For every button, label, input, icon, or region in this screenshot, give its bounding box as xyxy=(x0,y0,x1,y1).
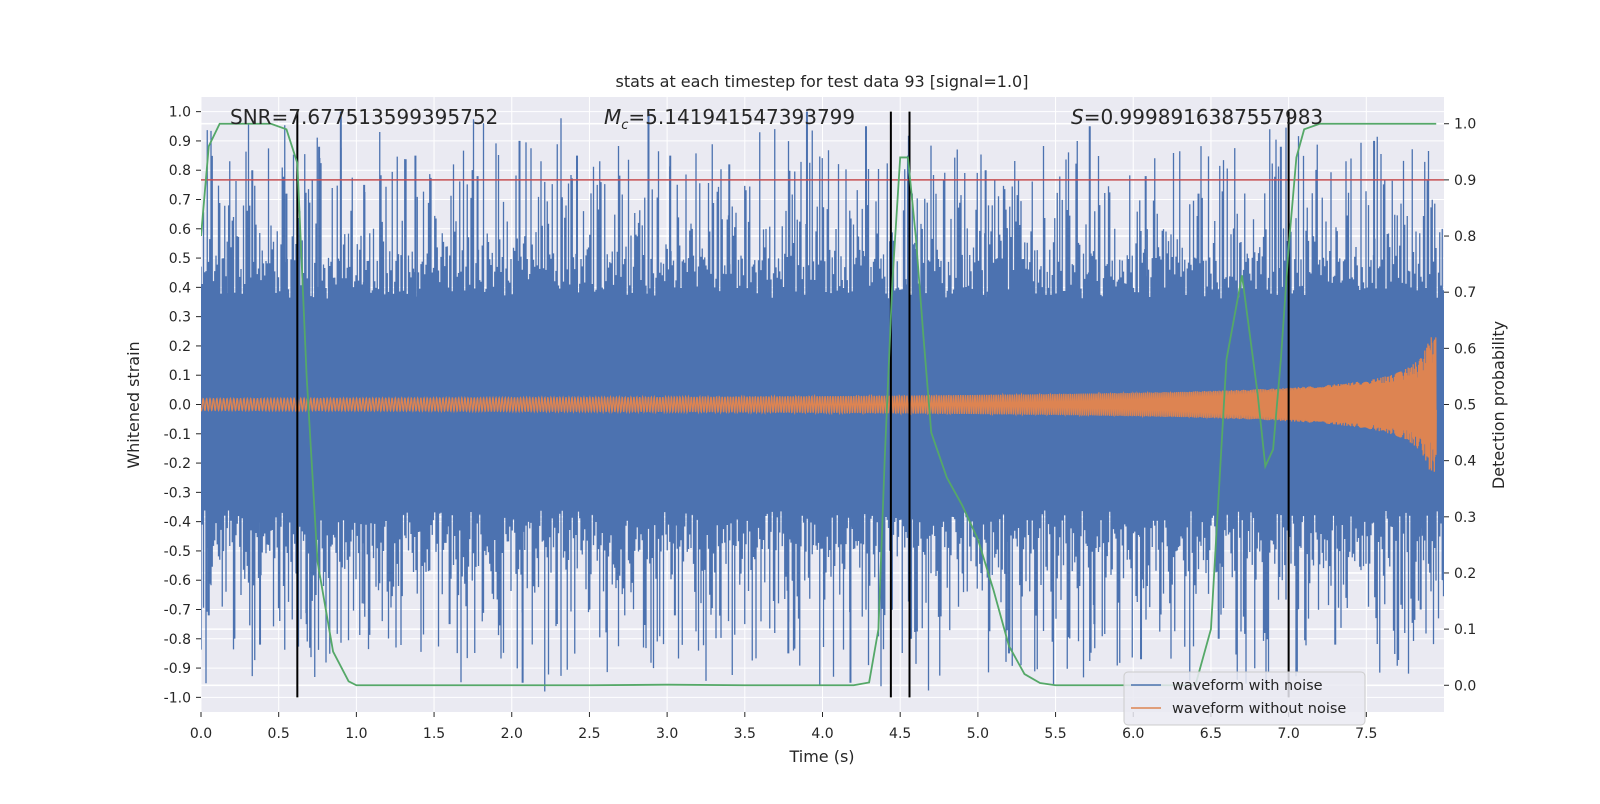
y-tick-label: -0.2 xyxy=(164,456,191,472)
snr-annotation: SNR=7.677513599395752 xyxy=(230,105,498,129)
x-tick-label: 7.5 xyxy=(1355,726,1377,742)
x-tick-label: 0.0 xyxy=(190,726,212,742)
chirp-mass-annotation: Mc=5.141941547393799 xyxy=(604,105,855,133)
y-tick-label: -0.1 xyxy=(164,427,191,443)
y-tick-label: 0.0 xyxy=(169,398,191,414)
x-tick-label: 6.5 xyxy=(1200,726,1222,742)
y-tick-label: 0.2 xyxy=(169,339,191,355)
legend-label-noise: waveform with noise xyxy=(1172,678,1323,694)
x-tick-label: 2.5 xyxy=(578,726,600,742)
y-tick-label: -0.9 xyxy=(164,661,191,677)
chirp-mass-value: =5.141941547393799 xyxy=(628,105,855,129)
y-tick-label: 0.8 xyxy=(169,163,191,179)
y-tick-label: -1.0 xyxy=(164,690,191,706)
y2-tick-label: 0.1 xyxy=(1454,622,1476,638)
x-tick-label: 2.0 xyxy=(501,726,523,742)
y-tick-label: -0.7 xyxy=(164,603,191,619)
x-tick-labels: 0.0 0.5 1.0 1.5 2.0 2.5 3.0 3.5 4.0 4.5 5.0 5.5 6.0 6… xyxy=(190,712,1377,742)
x-tick-label: 5.0 xyxy=(967,726,989,742)
x-axis-label: Time (s) xyxy=(788,747,854,766)
x-tick-label: 3.5 xyxy=(734,726,756,742)
x-tick-label: 4.5 xyxy=(889,726,911,742)
x-tick-label: 4.0 xyxy=(811,726,833,742)
chart-title: stats at each timestep for test data 93 … xyxy=(616,72,1029,91)
y2-tick-label: 0.7 xyxy=(1454,285,1476,301)
y-tick-label: 0.1 xyxy=(169,368,191,384)
y2-tick-label: 0.4 xyxy=(1454,454,1476,470)
x-tick-label: 6.0 xyxy=(1122,726,1144,742)
legend-box xyxy=(1123,671,1366,726)
y2-tick-label: 0.5 xyxy=(1454,398,1476,414)
significance-value: =0.9998916387557983 xyxy=(1084,105,1323,129)
significance-annotation: S=0.9998916387557983 xyxy=(1071,105,1323,129)
y-tick-label: 0.4 xyxy=(169,280,191,296)
y-tick-label: 0.7 xyxy=(169,193,191,209)
chirp-mass-subscript: c xyxy=(621,118,628,133)
x-tick-label: 0.5 xyxy=(268,726,290,742)
y2-tick-label: 0.9 xyxy=(1454,173,1476,189)
y-tick-label: -0.5 xyxy=(164,544,191,560)
x-tick-label: 3.0 xyxy=(656,726,678,742)
y2-axis-label: Detection probability xyxy=(1489,321,1508,489)
y2-tick-label: 0.8 xyxy=(1454,229,1476,245)
y-tick-label: 1.0 xyxy=(169,105,191,121)
y-tick-label: 0.6 xyxy=(169,222,191,238)
y2-tick-label: 0.6 xyxy=(1454,341,1476,357)
y2-tick-label: 0.0 xyxy=(1454,678,1476,694)
x-tick-label: 7.0 xyxy=(1277,726,1299,742)
y2-tick-label: 1.0 xyxy=(1454,117,1476,133)
noise-waveform-spikes xyxy=(207,111,1422,683)
y-tick-label: 0.9 xyxy=(169,134,191,150)
x-tick-label: 5.5 xyxy=(1044,726,1066,742)
y2-tick-label: 0.2 xyxy=(1454,566,1476,582)
y-tick-label: 0.5 xyxy=(169,251,191,267)
legend-label-clean: waveform without noise xyxy=(1172,701,1346,717)
y-tick-labels: 1.0 0.9 0.8 0.7 0.6 0.5 0.4 0.3 0.2 0.1 0.0 -0.1 -0.… xyxy=(164,105,201,706)
detection-probability-line xyxy=(201,122,1437,687)
chirp-mass-symbol: M xyxy=(604,105,621,129)
y-tick-label: 0.3 xyxy=(169,310,191,326)
series-layer xyxy=(201,111,1444,698)
x-tick-label: 1.5 xyxy=(423,726,445,742)
x-tick-label: 1.0 xyxy=(345,726,367,742)
clean-waveform-line xyxy=(201,337,1437,472)
y2-tick-label: 0.3 xyxy=(1454,510,1476,526)
y-tick-label: -0.8 xyxy=(164,632,191,648)
y-tick-label: -0.6 xyxy=(164,573,191,589)
legend: waveform with noise waveform without noi… xyxy=(1123,671,1366,726)
y-tick-label: -0.3 xyxy=(164,485,191,501)
significance-symbol: S xyxy=(1071,105,1084,129)
y-axis-label: Whitened strain xyxy=(124,341,143,468)
y2-tick-labels: 1.0 0.9 0.8 0.7 0.6 0.5 0.4 0.3 0.2 0.1 0.0 xyxy=(1444,117,1476,694)
y-tick-label: -0.4 xyxy=(164,515,191,531)
